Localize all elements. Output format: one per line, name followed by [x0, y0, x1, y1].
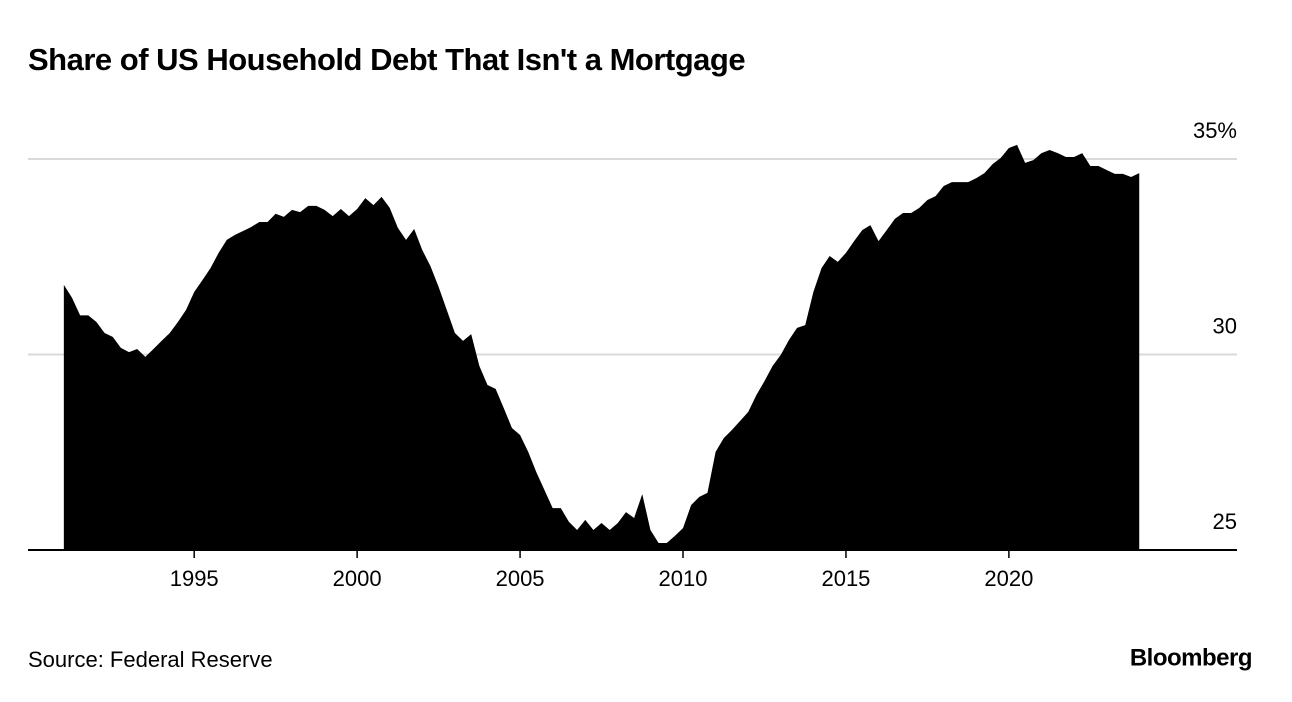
brand-logo: Bloomberg: [1130, 644, 1252, 671]
x-tick-label: 2000: [333, 566, 382, 591]
x-tick-label: 2015: [821, 566, 870, 591]
x-tick-label: 1995: [170, 566, 219, 591]
area: [63, 144, 1140, 550]
x-tick-label: 2005: [496, 566, 545, 591]
source-note: Source: Federal Reserve: [28, 647, 273, 672]
x-tick-label: 2020: [984, 566, 1033, 591]
x-tick-label: 2010: [659, 566, 708, 591]
chart-title: Share of US Household Debt That Isn't a …: [28, 42, 745, 77]
y-tick-label: 25: [1213, 509, 1237, 534]
y-tick-label: 35%: [1193, 118, 1237, 143]
y-tick-label: 30: [1213, 313, 1237, 338]
